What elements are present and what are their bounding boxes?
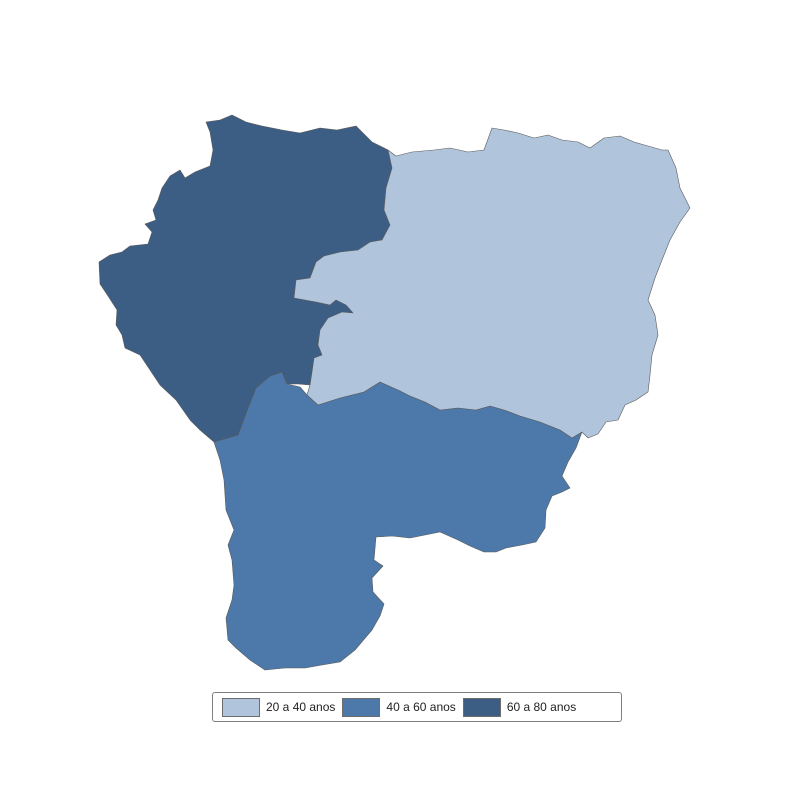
legend-label: 40 a 60 anos bbox=[386, 700, 456, 714]
legend-swatch bbox=[342, 697, 381, 717]
legend-swatch bbox=[222, 697, 260, 717]
legend-swatch bbox=[462, 697, 501, 717]
legend-item: 40 a 60 anos bbox=[342, 697, 456, 717]
region-northeast bbox=[293, 127, 691, 439]
legend-label: 20 a 40 anos bbox=[266, 700, 336, 714]
legend-item: 20 a 40 anos bbox=[222, 697, 336, 717]
legend-item: 60 a 80 anos bbox=[462, 697, 577, 717]
legend-label: 60 a 80 anos bbox=[506, 700, 577, 714]
map-legend: 20 a 40 anos 40 a 60 anos 60 a 80 anos bbox=[212, 692, 622, 722]
